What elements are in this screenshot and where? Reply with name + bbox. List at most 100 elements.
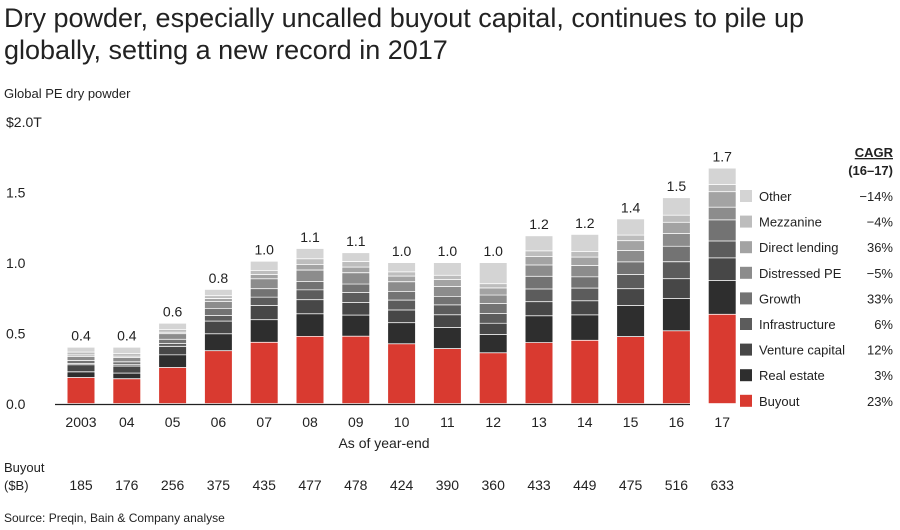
bar-segment xyxy=(296,248,324,259)
bar-segment xyxy=(662,246,690,262)
bar-segment xyxy=(113,379,141,404)
bar-segment xyxy=(204,334,232,351)
bar-segment xyxy=(67,352,95,355)
x-tick-label: 04 xyxy=(119,414,135,430)
buyout-value: 475 xyxy=(619,477,643,493)
bar-segment xyxy=(388,292,416,300)
bar-segment xyxy=(617,235,645,241)
y-tick-label: 0.0 xyxy=(6,396,26,412)
bar-segment xyxy=(479,353,507,404)
bar-segment xyxy=(159,367,187,404)
legend-label: Direct lending xyxy=(759,240,839,255)
legend-swatch xyxy=(740,190,752,202)
bar-segment xyxy=(204,321,232,334)
x-tick-label: 16 xyxy=(669,414,685,430)
legend-swatch xyxy=(740,343,752,356)
bar-segment xyxy=(708,185,736,192)
bar-segment xyxy=(204,296,232,299)
bar-segment xyxy=(662,198,690,215)
x-tick-label: 12 xyxy=(485,414,501,430)
bar-segment xyxy=(433,287,461,297)
buyout-value: 375 xyxy=(207,477,231,493)
bar-segment xyxy=(388,300,416,310)
bar-segment xyxy=(479,313,507,323)
legend-swatch xyxy=(740,394,752,407)
buyout-value: 185 xyxy=(69,477,93,493)
legend-label: Other xyxy=(759,189,792,204)
legend-cagr-value: −14% xyxy=(859,189,893,204)
legend-cagr-value: −4% xyxy=(867,215,894,230)
legend-label: Buyout xyxy=(759,394,800,409)
bar-segment xyxy=(479,323,507,335)
bar-segment xyxy=(342,302,370,315)
bar-total-label: 1.0 xyxy=(392,243,412,259)
bar-total-label: 0.4 xyxy=(117,328,137,344)
bar-segment xyxy=(617,275,645,289)
bar-segment xyxy=(662,215,690,222)
legend-label: Distressed PE xyxy=(759,266,842,281)
bar-segment xyxy=(204,301,232,309)
bar-segment xyxy=(113,356,141,358)
bar-segment xyxy=(67,347,95,352)
bar-segment xyxy=(342,273,370,284)
x-tick-label: 13 xyxy=(531,414,547,430)
bar-segment xyxy=(617,251,645,262)
buyout-value: 449 xyxy=(573,477,597,493)
bar-segment xyxy=(617,337,645,404)
bar-segment xyxy=(204,289,232,296)
bar-segment xyxy=(113,373,141,379)
x-axis-title: As of year-end xyxy=(338,435,429,451)
x-tick-label: 15 xyxy=(623,414,639,430)
buyout-value: 360 xyxy=(482,477,506,493)
bar-segment xyxy=(388,323,416,344)
y-tick-label: 0.5 xyxy=(6,326,26,342)
bar-segment xyxy=(708,220,736,241)
bar-segment xyxy=(617,241,645,251)
bar-segment xyxy=(342,315,370,336)
bar-segment xyxy=(113,366,141,373)
bar-segment xyxy=(662,298,690,331)
legend-cagr-value: 3% xyxy=(874,368,893,383)
bar-segment xyxy=(296,290,324,300)
bar-total-label: 1.7 xyxy=(712,149,732,165)
buyout-value: 516 xyxy=(665,477,689,493)
legend-header-period: (16–17) xyxy=(848,163,893,178)
bar-segment xyxy=(388,344,416,404)
bar-segment xyxy=(708,192,736,207)
bar-segment xyxy=(617,262,645,275)
buyout-value: 477 xyxy=(298,477,322,493)
bar-segment xyxy=(571,315,599,340)
bar-segment xyxy=(433,275,461,280)
legend-cagr-value: 36% xyxy=(867,240,893,255)
bar-segment xyxy=(250,320,278,342)
bar-segment xyxy=(571,288,599,301)
bar-segment xyxy=(250,270,278,275)
bar-total-label: 1.2 xyxy=(529,216,549,232)
y-axis-title: Global PE dry powder xyxy=(4,86,131,101)
x-tick-label: 2003 xyxy=(65,414,96,430)
bar-segment xyxy=(571,277,599,288)
bar-segment xyxy=(571,340,599,404)
bar-total-label: 1.0 xyxy=(254,242,274,258)
bar-segment xyxy=(204,299,232,301)
bars-layer xyxy=(67,168,736,404)
buyout-value: 633 xyxy=(711,477,735,493)
legend-cagr-value: 6% xyxy=(874,317,893,332)
bar-segment xyxy=(296,264,324,270)
bar-segment xyxy=(67,365,95,372)
legend-swatch xyxy=(740,241,752,254)
bar-segment xyxy=(617,289,645,306)
x-tick-label: 07 xyxy=(256,414,272,430)
bar-segment xyxy=(479,263,507,284)
legend-swatch xyxy=(740,292,752,305)
bar-total-label: 1.1 xyxy=(346,233,366,249)
bar-total-label: 1.1 xyxy=(300,229,320,245)
x-tick-label: 14 xyxy=(577,414,593,430)
bar-segment xyxy=(388,310,416,323)
legend-swatch xyxy=(740,215,752,228)
page-title: Dry powder, especially uncalled buyout c… xyxy=(4,3,804,65)
bar-segment xyxy=(67,363,95,365)
bar-segment xyxy=(67,361,95,363)
buyout-value: 478 xyxy=(344,477,368,493)
